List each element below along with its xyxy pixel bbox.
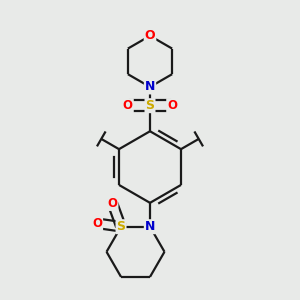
Text: N: N [145, 80, 155, 93]
Text: S: S [146, 99, 154, 112]
Text: O: O [167, 99, 177, 112]
Text: N: N [145, 220, 155, 233]
Text: S: S [116, 220, 125, 233]
Text: O: O [92, 217, 102, 230]
Text: O: O [123, 99, 133, 112]
Text: O: O [145, 29, 155, 42]
Text: O: O [107, 197, 118, 210]
